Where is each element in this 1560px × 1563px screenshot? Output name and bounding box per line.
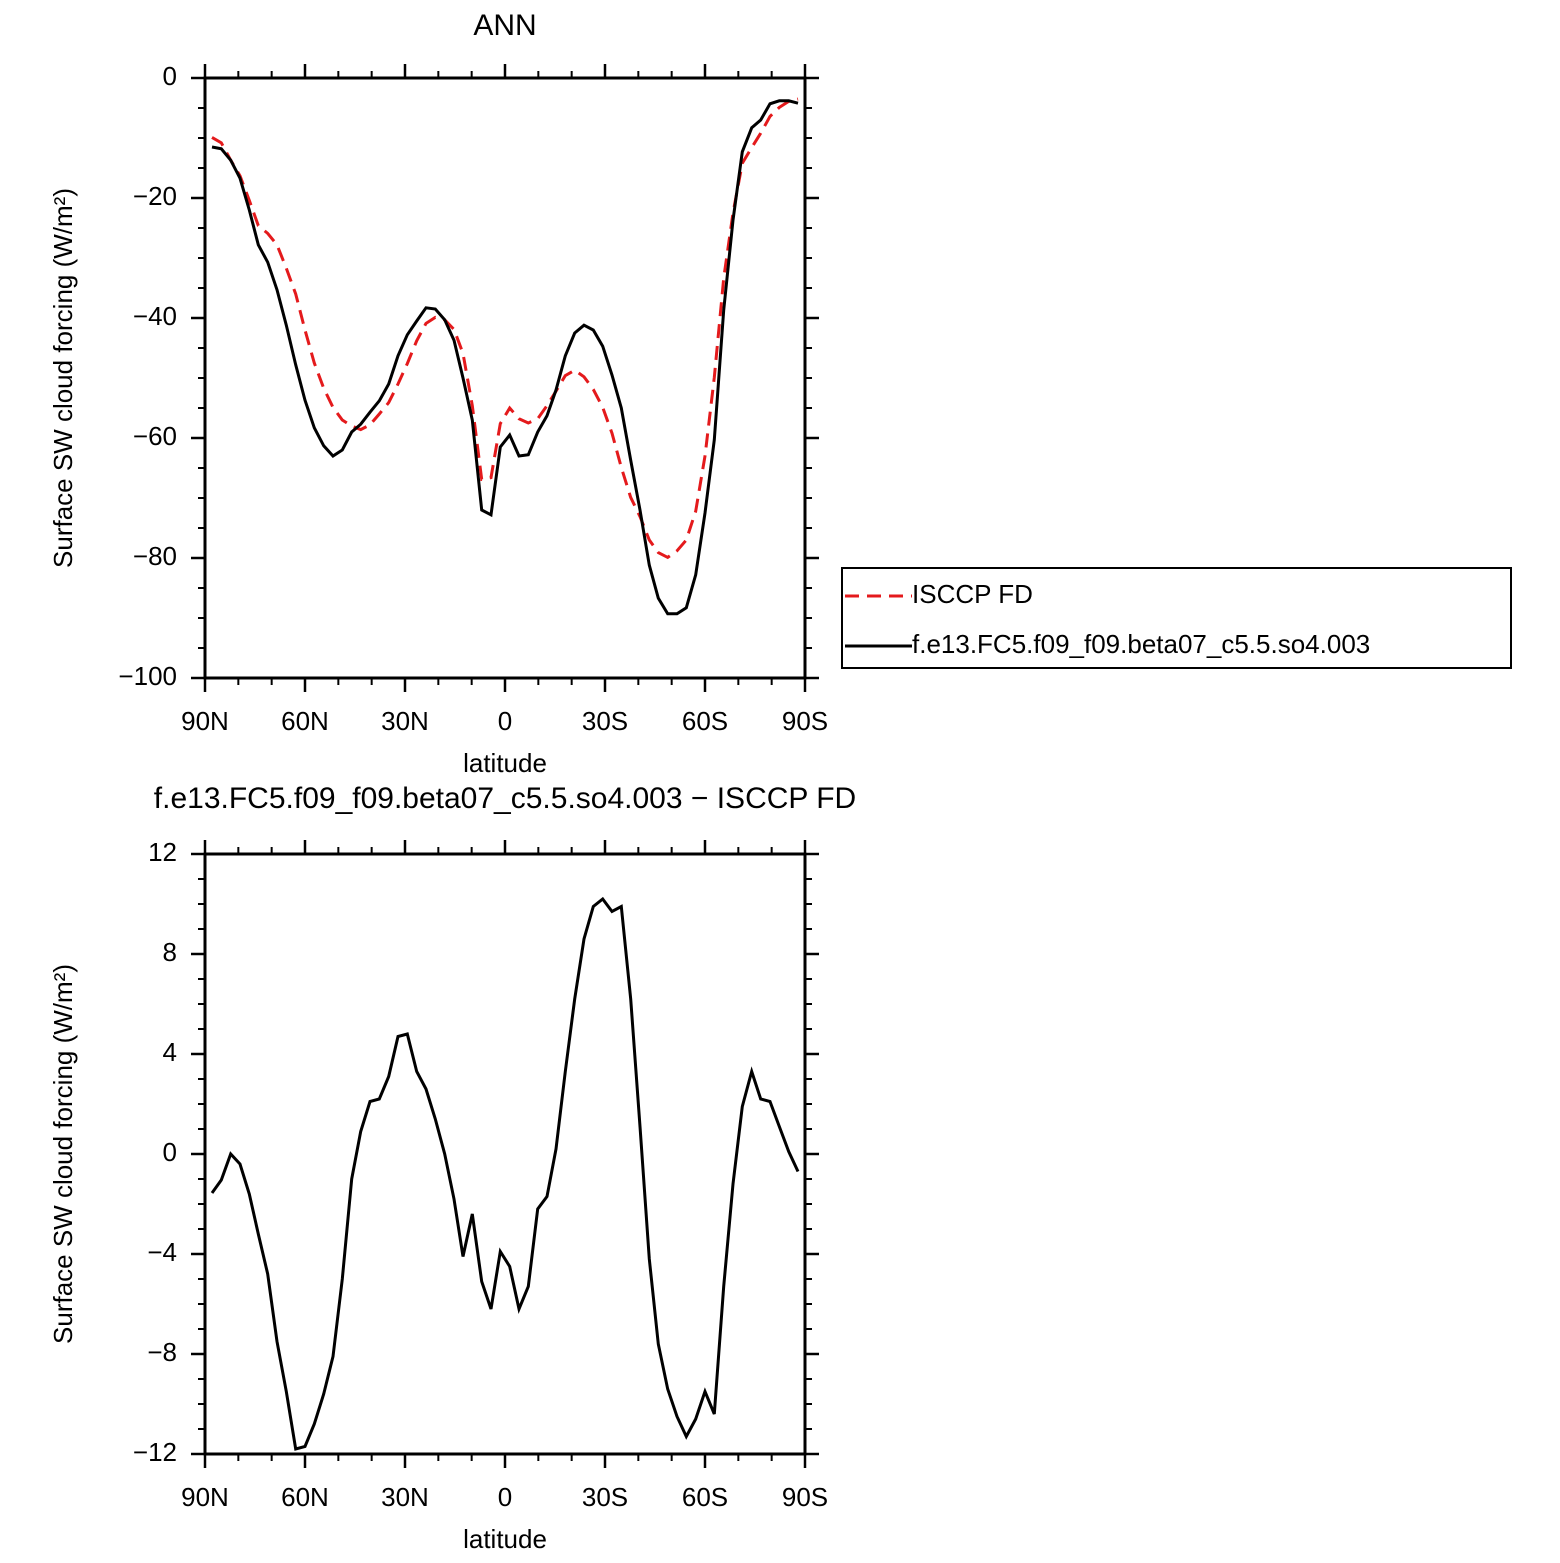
- x-tick-label: 60S: [682, 706, 728, 736]
- legend-label: f.e13.FC5.f09_f09.beta07_c5.5.so4.003: [912, 629, 1370, 659]
- y-tick-label: −100: [118, 661, 177, 691]
- x-tick-label: 30N: [381, 1482, 429, 1512]
- x-tick-label: 30N: [381, 706, 429, 736]
- y-tick-label: −8: [147, 1337, 177, 1367]
- x-tick-label: 90S: [782, 1482, 828, 1512]
- x-axis-label: latitude: [463, 748, 547, 778]
- chart-title: ANN: [473, 9, 536, 42]
- x-tick-label: 60N: [281, 706, 329, 736]
- x-tick-label: 0: [498, 706, 512, 736]
- chart-title: f.e13.FC5.f09_f09.beta07_c5.5.so4.003 − …: [154, 782, 856, 815]
- x-tick-label: 30S: [582, 706, 628, 736]
- series-line: [210, 896, 800, 1451]
- y-tick-label: −12: [133, 1437, 177, 1467]
- y-tick-label: 4: [163, 1037, 177, 1067]
- x-tick-label: 90N: [181, 706, 229, 736]
- y-tick-label: −4: [147, 1237, 177, 1267]
- series-line: [211, 97, 799, 560]
- y-axis-label: Surface SW cloud forcing (W/m²): [48, 964, 78, 1344]
- y-tick-label: −40: [133, 301, 177, 331]
- y-tick-label: 0: [163, 1137, 177, 1167]
- plot-frame: [203, 76, 807, 680]
- x-tick-label: 60S: [682, 1482, 728, 1512]
- y-tick-label: −80: [133, 541, 177, 571]
- y-axis-label: Surface SW cloud forcing (W/m²): [48, 188, 78, 568]
- x-tick-label: 60N: [281, 1482, 329, 1512]
- y-tick-label: −60: [133, 421, 177, 451]
- legend-label: ISCCP FD: [912, 579, 1033, 609]
- x-tick-label: 90N: [181, 1482, 229, 1512]
- x-axis-label: latitude: [463, 1524, 547, 1554]
- plot-frame: [203, 852, 807, 1456]
- x-tick-label: 30S: [582, 1482, 628, 1512]
- y-tick-label: 12: [148, 837, 177, 867]
- x-tick-label: 90S: [782, 706, 828, 736]
- series-line: [211, 99, 799, 616]
- plot: f.e13.FC5.f09_f09.beta07_c5.5.so4.003 − …: [48, 782, 856, 1554]
- y-tick-label: −20: [133, 181, 177, 211]
- legend-box: [841, 567, 1512, 669]
- y-tick-label: 0: [163, 61, 177, 91]
- y-tick-label: 8: [163, 937, 177, 967]
- x-tick-label: 0: [498, 1482, 512, 1512]
